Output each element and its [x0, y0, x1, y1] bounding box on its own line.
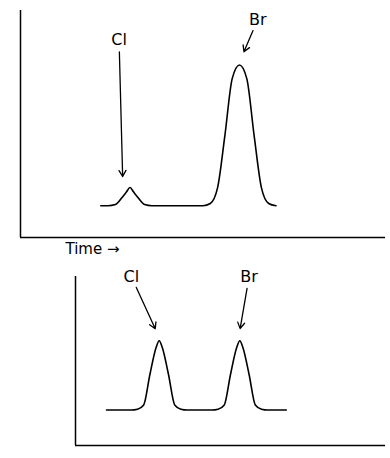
svg-text:Cl: Cl	[123, 267, 139, 286]
svg-text:Time →: Time →	[65, 240, 120, 258]
svg-text:Br: Br	[240, 267, 258, 286]
svg-text:Br: Br	[249, 10, 267, 29]
svg-text:Cl: Cl	[111, 30, 127, 49]
